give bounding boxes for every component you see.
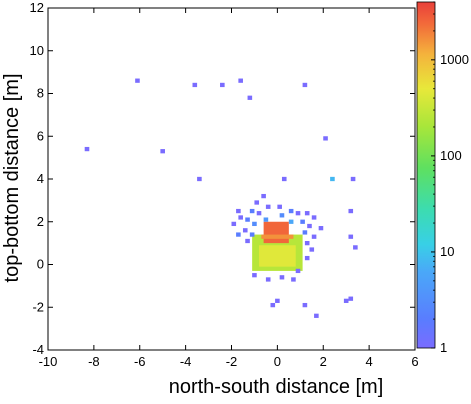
y-tick-label: -4 <box>32 342 44 357</box>
y-tick-label: -2 <box>32 299 44 314</box>
colorbar-ticks: 1 10 100 1000 <box>431 1 469 355</box>
y-axis-label: top-bottom distance [m] <box>1 74 23 283</box>
heatmap-cell <box>261 193 266 199</box>
x-tick-label: -10 <box>39 354 58 369</box>
heatmap-cell <box>288 219 294 224</box>
heatmap-cell <box>304 255 310 261</box>
heatmap-cell <box>254 200 260 205</box>
y-tick-label: 12 <box>30 0 44 15</box>
heatmap-cell <box>309 247 315 252</box>
y-tick-label: 8 <box>37 86 44 101</box>
heatmap-cell <box>252 221 257 227</box>
heatmap-cell <box>323 136 328 141</box>
colorbar <box>416 1 436 349</box>
heatmap-cell <box>236 208 241 214</box>
y-tick-label: 10 <box>30 43 44 58</box>
heatmap-cell <box>135 78 140 83</box>
heatmap-cell <box>252 273 257 278</box>
heatmap-cell <box>247 95 253 100</box>
heatmap-cell <box>231 221 237 227</box>
y-tick-label: 0 <box>37 257 44 272</box>
heatmap-cell <box>279 213 285 218</box>
heatmap-cell <box>295 268 301 274</box>
heatmap-cell <box>302 230 308 235</box>
heatmap-cell <box>348 296 354 301</box>
heatmap-cell <box>302 82 308 88</box>
heatmap-cell <box>348 234 354 239</box>
heatmap-cell <box>192 82 198 88</box>
heatmap-cell <box>295 211 301 216</box>
x-tick-label: 0 <box>274 354 281 369</box>
heatmap-cell <box>311 234 317 239</box>
heatmap-cell <box>160 149 165 154</box>
x-tick-label: -8 <box>88 354 100 369</box>
heatmap-cell <box>245 238 250 244</box>
heatmap-cell <box>249 232 255 237</box>
heatmap-cell <box>343 298 349 303</box>
heatmap-cell <box>270 302 276 308</box>
heatmap-cell <box>330 176 335 182</box>
heatmap-region <box>261 234 294 239</box>
heatmap-cell <box>265 204 271 209</box>
heatmap-cell <box>291 277 296 282</box>
heatmap-cell <box>275 298 280 303</box>
y-tick-label: 4 <box>37 171 44 186</box>
heatmap-cell <box>300 219 305 224</box>
heatmap-cell <box>249 208 255 214</box>
heatmap-cell <box>288 208 294 214</box>
y-tick-label: 6 <box>37 128 44 143</box>
y-axis-ticks: -4 -2 0 2 4 6 8 10 12 <box>30 0 415 357</box>
colorbar-tick-label: 1000 <box>440 52 469 67</box>
heatmap-cell <box>302 302 308 308</box>
heatmap-cell <box>348 208 354 214</box>
x-tick-label: 6 <box>411 354 418 369</box>
heatmap-cell <box>353 245 358 250</box>
x-tick-label: 4 <box>366 354 373 369</box>
heatmap-cell <box>242 228 248 233</box>
heatmap-cell <box>236 232 241 237</box>
heatmap-cell <box>238 78 243 83</box>
heatmap-cell <box>350 176 356 182</box>
plot-area <box>47 7 416 351</box>
heatmap-cell <box>256 211 262 216</box>
heatmap-cell <box>84 146 90 152</box>
x-tick-label: -4 <box>180 354 192 369</box>
heatmap-cell <box>304 240 310 246</box>
heatmap-cell <box>277 204 282 209</box>
y-tick-label: 2 <box>37 214 44 229</box>
heatmap-cell <box>314 313 319 318</box>
x-axis-ticks: -10 -8 -6 -4 -2 0 2 4 6 <box>39 8 419 369</box>
heatmap-region <box>259 245 296 267</box>
heatmap-cell <box>307 223 312 229</box>
x-tick-label: 2 <box>320 354 327 369</box>
heatmap-cell <box>220 82 225 88</box>
heatmap-cell <box>197 176 202 182</box>
heatmap-cell <box>304 211 310 216</box>
x-tick-label: -6 <box>134 354 146 369</box>
heatmap-cell <box>279 275 285 280</box>
colorbar-tick-label: 1 <box>440 340 447 355</box>
x-tick-label: -2 <box>226 354 238 369</box>
x-axis-label: north-south distance [m] <box>169 376 384 398</box>
heatmap-cell <box>281 176 287 182</box>
heatmap-cell <box>311 215 317 220</box>
heatmap-cell <box>265 277 271 282</box>
colorbar-tick-label: 100 <box>440 148 462 163</box>
heatmap-cell <box>263 217 269 222</box>
heatmap-cell <box>245 217 250 222</box>
heatmap-region <box>263 221 289 244</box>
heatmap-cell <box>238 215 243 220</box>
heatmap-cells <box>84 78 358 318</box>
colorbar-tick-label: 10 <box>440 244 454 259</box>
heatmap-cell <box>318 226 324 231</box>
